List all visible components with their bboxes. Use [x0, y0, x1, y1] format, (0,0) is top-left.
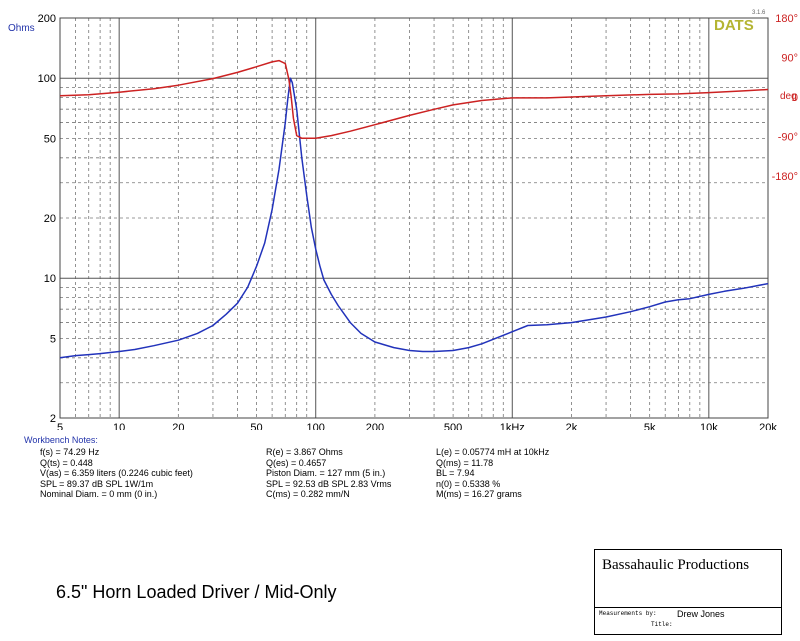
x-tick-label: 1kHz [500, 422, 525, 430]
x-tick-label: 500 [444, 422, 462, 430]
left-axis-label: Ohms [8, 23, 35, 34]
y-left-tick-label: 2 [50, 413, 56, 425]
x-tick-label: 10 [113, 422, 125, 430]
plot-border [59, 17, 769, 419]
axis-labels: 5 10 20 50 100 200 500 1kHz 2k 5k 10k 20k2510205010… [38, 13, 798, 430]
y-left-tick-label: 20 [44, 213, 56, 225]
note-qts: Q(ts) = 0.448 [40, 457, 93, 468]
x-tick-label: 5k [644, 422, 656, 430]
x-tick-label: 2k [566, 422, 578, 430]
note-mms: M(ms) = 16.27 grams [436, 489, 522, 499]
notes-column-2: R(e) = 3.867 Ohms Q(es) = 0.4657 Piston … [266, 447, 391, 500]
note-re: R(e) = 3.867 Ohms [266, 447, 343, 457]
note-bl: BL = 7.94 [436, 468, 475, 478]
y-left-tick-label: 10 [44, 273, 56, 285]
note-spl-1w: SPL = 89.37 dB SPL 1W/1m [40, 478, 154, 489]
notes-column-3: L(e) = 0.05774 mH at 10kHz Q(ms) = 11.78… [436, 447, 549, 500]
note-fs: f(s) = 74.29 Hz [40, 447, 100, 457]
series-group [59, 59, 769, 359]
impedance-series-line [59, 77, 769, 359]
impedance-phase-chart: 5 10 20 50 100 200 500 1kHz 2k 5k 10k 20k2510205010… [8, 10, 798, 430]
measured-by-label: Measurements by: [599, 610, 657, 617]
x-tick-label: 100 [307, 422, 325, 430]
x-tick-label: 5 [57, 422, 63, 430]
y-right-tick-label: 0 [792, 92, 798, 104]
notes-column-1: f(s) = 74.29 Hz Q(ts) = 0.448 V(as) = 6.… [40, 447, 193, 500]
measured-by-value: Drew Jones [677, 609, 725, 619]
workbench-notes-header: Workbench Notes: [24, 435, 98, 445]
x-tick-label: 20k [759, 422, 777, 430]
note-nominal-diam: Nominal Diam. = 0 mm (0 in.) [40, 489, 158, 499]
note-cms: C(ms) = 0.282 mm/N [266, 489, 350, 499]
right-axis-label: deg [780, 91, 797, 102]
version-label: 3.1.6 [752, 10, 766, 16]
note-vas: V(as) = 6.359 liters (0.2246 cubic feet) [40, 468, 193, 478]
y-right-tick-label: -180° [772, 171, 798, 183]
phase-series-line [59, 59, 769, 140]
company-name: Bassahaulic Productions [602, 557, 750, 573]
x-tick-label: 200 [366, 422, 384, 430]
note-qes: Q(es) = 0.4657 [266, 457, 327, 468]
y-left-tick-label: 50 [44, 133, 56, 145]
title-block: Bassahaulic Productions Measurements by:… [594, 549, 782, 635]
note-n0: n(0) = 0.5338 % [436, 478, 501, 489]
y-right-tick-label: -90° [778, 132, 798, 144]
y-left-tick-label: 5 [50, 333, 56, 345]
y-right-tick-label: 90° [781, 53, 798, 65]
chart-caption: 6.5" Horn Loaded Driver / Mid-Only [56, 582, 337, 602]
title-block-divider [595, 607, 781, 608]
x-tick-label: 10k [700, 422, 718, 430]
y-left-tick-label: 100 [38, 73, 56, 85]
note-le: L(e) = 0.05774 mH at 10kHz [436, 447, 550, 457]
title-label: Title: [651, 621, 673, 628]
x-tick-label: 50 [250, 422, 262, 430]
note-spl-283: SPL = 92.53 dB SPL 2.83 Vrms [266, 478, 392, 489]
y-left-tick-label: 200 [38, 13, 56, 25]
dats-logo: DATS [714, 17, 754, 34]
plot-frame [59, 17, 769, 419]
y-right-tick-label: 180° [775, 13, 798, 25]
x-tick-label: 20 [172, 422, 184, 430]
note-qms: Q(ms) = 11.78 [436, 457, 494, 468]
note-piston-diam: Piston Diam. = 127 mm (5 in.) [266, 468, 386, 478]
grid [59, 17, 769, 419]
